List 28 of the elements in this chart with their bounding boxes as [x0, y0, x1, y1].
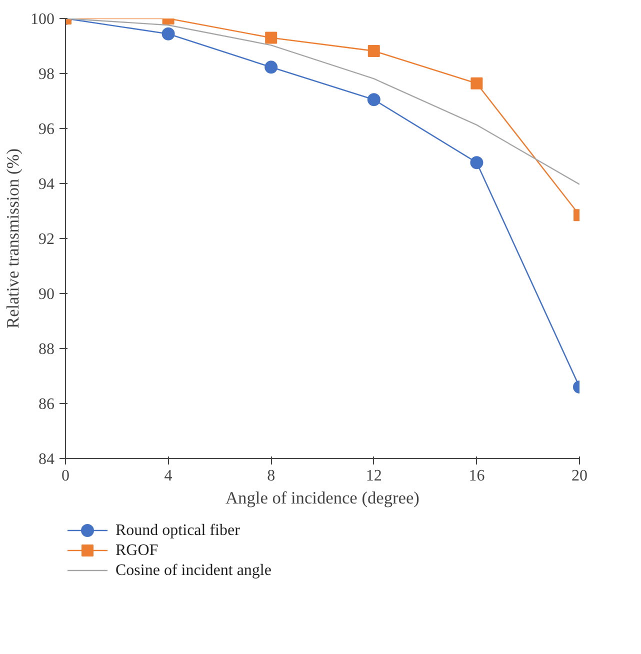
x-tick-label: 20 — [572, 468, 588, 484]
y-tick-label: 84 — [38, 451, 54, 468]
x-tick-label: 16 — [468, 468, 485, 484]
point — [470, 77, 483, 90]
y-tick-label: 96 — [38, 121, 54, 138]
y-tick-label: 92 — [38, 231, 54, 248]
y-tick-label: 94 — [38, 176, 54, 193]
y-axis-title: Relative transmission (%) — [4, 148, 22, 328]
y-tick-label: 100 — [30, 11, 54, 28]
legend-label: Cosine of incident angle — [116, 562, 272, 579]
point — [367, 93, 380, 106]
point — [265, 32, 278, 44]
x-tick-label: 8 — [267, 468, 276, 484]
x-tick-label: 0 — [62, 468, 70, 484]
x-tick-label: 4 — [164, 468, 172, 484]
legend-label: Round optical fiber — [116, 522, 241, 539]
line-series — [66, 18, 580, 185]
point — [264, 60, 278, 74]
y-tick-label: 88 — [38, 341, 54, 358]
y-tick-label: 90 — [38, 286, 54, 303]
y-tick-label: 86 — [38, 396, 54, 413]
point — [162, 27, 175, 40]
legend-label: RGOF — [116, 542, 158, 559]
x-tick-label: 12 — [366, 468, 382, 484]
point — [470, 156, 484, 170]
point — [368, 44, 380, 57]
x-axis-title: Angle of incidence (degree) — [226, 488, 420, 508]
y-tick-label: 98 — [38, 66, 54, 83]
